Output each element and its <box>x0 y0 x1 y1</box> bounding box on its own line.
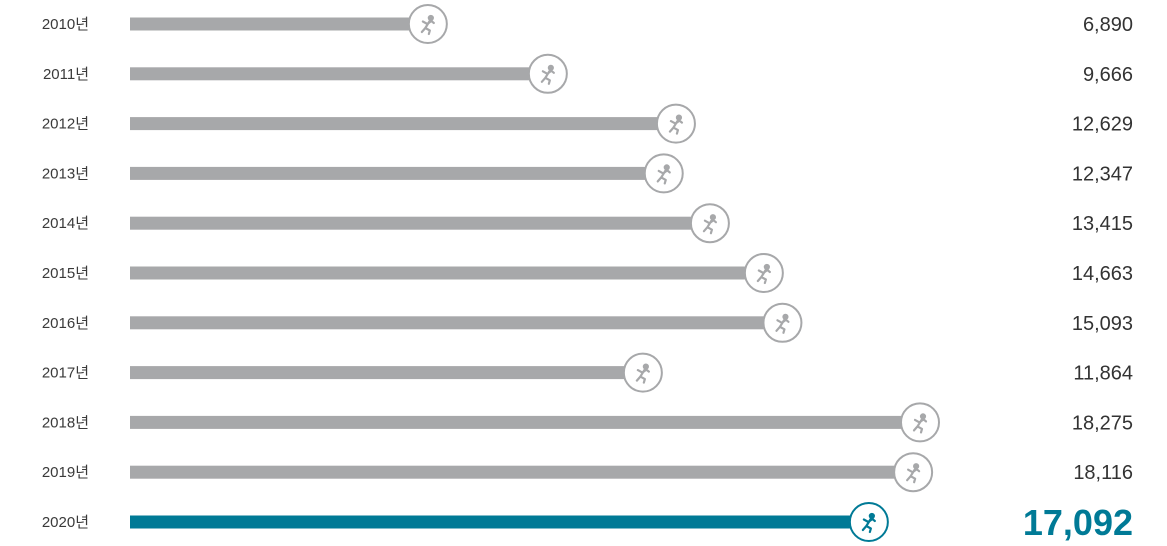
running-person-icon <box>900 402 940 443</box>
bar <box>130 166 664 180</box>
bar <box>130 316 783 330</box>
bar <box>130 216 710 230</box>
running-person-icon <box>893 452 934 493</box>
running-person-icon <box>622 352 663 393</box>
value-label: 6,890 <box>1083 14 1133 36</box>
bar-row: 2010년 6,890 <box>42 4 1133 44</box>
bar-row: 2018년 18,275 <box>42 402 1133 443</box>
category-label: 2013년 <box>42 165 89 182</box>
bar <box>130 366 643 380</box>
bar-row: 2011년 9,666 <box>43 53 1133 94</box>
value-label: 12,629 <box>1072 114 1133 136</box>
bar-row: 2016년 15,093 <box>42 302 1133 343</box>
value-label: 17,092 <box>1023 502 1133 543</box>
value-label: 14,663 <box>1072 263 1133 285</box>
bar <box>130 17 428 31</box>
category-label: 2014년 <box>42 215 89 232</box>
running-person-icon <box>643 153 684 194</box>
category-label: 2015년 <box>42 265 89 282</box>
value-label: 15,093 <box>1072 313 1133 335</box>
running-person-icon <box>655 103 696 144</box>
value-label: 12,347 <box>1072 163 1133 185</box>
bar-row: 2014년 13,415 <box>42 203 1133 244</box>
bar-row: 2015년 14,663 <box>42 253 1133 293</box>
running-person-icon <box>743 253 784 293</box>
running-person-icon <box>848 502 889 542</box>
bar <box>130 117 676 131</box>
category-label: 2011년 <box>43 66 89 83</box>
value-label: 9,666 <box>1083 64 1133 86</box>
category-label: 2018년 <box>42 414 89 431</box>
bar <box>130 465 914 479</box>
running-person-icon <box>527 53 568 94</box>
bar-row: 2017년 11,864 <box>42 352 1133 393</box>
running-person-icon <box>762 302 803 343</box>
running-person-icon <box>689 203 730 244</box>
category-label: 2010년 <box>42 16 89 33</box>
bar <box>130 67 548 81</box>
category-label: 2020년 <box>42 514 89 531</box>
category-label: 2012년 <box>42 116 89 133</box>
bar-row: 2020년 17,092 <box>42 502 1133 543</box>
running-person-icon <box>407 4 448 44</box>
category-label: 2017년 <box>42 365 89 382</box>
bar-row: 2012년 12,629 <box>42 103 1133 144</box>
category-label: 2019년 <box>42 464 89 481</box>
value-label: 11,864 <box>1073 363 1133 385</box>
bar <box>130 266 764 280</box>
bar <box>130 515 869 529</box>
value-label: 13,415 <box>1072 213 1133 235</box>
bar-rows: 2010년 6,890 2011년 9,666 2012년 12,629 2013년 12,3… <box>42 4 1133 543</box>
bar-row: 2013년 12,347 <box>42 153 1133 194</box>
category-label: 2016년 <box>42 315 89 332</box>
bar-row: 2019년 18,116 <box>42 452 1133 493</box>
value-label: 18,275 <box>1072 412 1133 434</box>
value-label: 18,116 <box>1073 462 1133 484</box>
bar <box>130 415 920 429</box>
